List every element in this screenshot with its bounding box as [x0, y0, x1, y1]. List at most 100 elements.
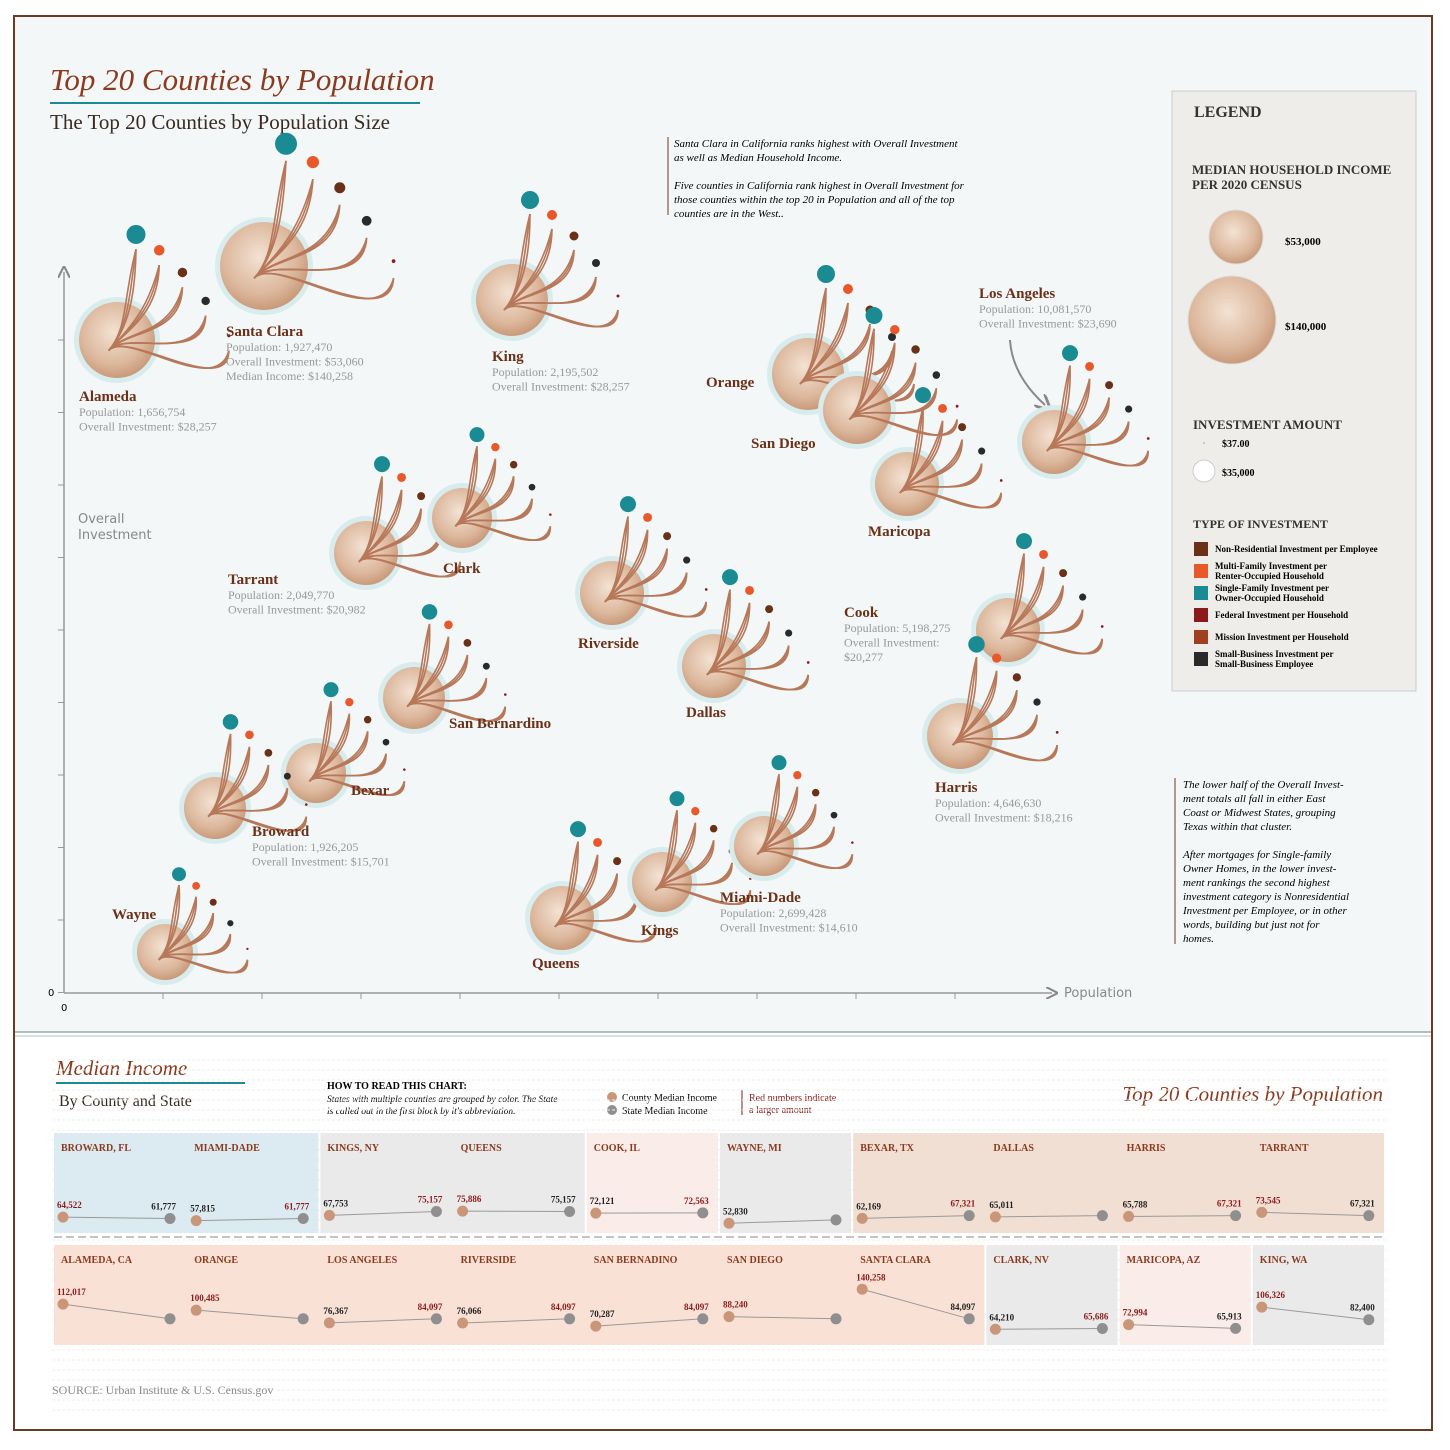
investment-dot: [1100, 625, 1104, 628]
place-name: QUEENS: [461, 1143, 503, 1154]
red-note: a larger amount: [749, 1105, 812, 1116]
county-dot: [856, 1212, 868, 1224]
county-detail: Overall Investment: $28,257: [492, 380, 630, 394]
investment-dot: [745, 586, 754, 595]
investment-dot: [890, 325, 900, 335]
county-detail: Overall Investment: $18,216: [935, 811, 1073, 825]
county-name: Bexar: [351, 783, 390, 799]
investment-dot: [126, 224, 146, 244]
county-detail: Population: 1,927,470: [226, 340, 332, 354]
investment-dot: [227, 334, 231, 338]
county-name: Los Angeles: [979, 286, 1055, 302]
fan-stroke: [454, 522, 552, 541]
fan-stroke: [253, 204, 341, 279]
state-label: 67,321: [1350, 1199, 1375, 1209]
county-name: Broward: [252, 824, 310, 840]
fan-stroke: [406, 678, 488, 708]
investment-dot: [704, 588, 708, 591]
slope-line: [728, 1316, 837, 1320]
note: as well as Median Household Income.: [674, 152, 842, 164]
investment-dot: [691, 807, 700, 816]
slope-line: [1261, 1306, 1369, 1321]
legend-value: $35,000: [1222, 468, 1255, 479]
investment-dot: [549, 513, 552, 516]
county-label: 70,287: [590, 1309, 615, 1319]
note: Coast or Midwest States, grouping: [1183, 807, 1336, 819]
investment-dot: [785, 629, 793, 637]
slope-line: [1128, 1215, 1236, 1217]
state-dot: [1363, 1314, 1375, 1326]
howto-title: HOW TO READ THIS CHART:: [327, 1081, 467, 1092]
county-glyph: [132, 867, 249, 985]
county-detail: Overall Investment: $14,610: [720, 921, 858, 935]
place-name: SANTA CLARA: [860, 1255, 931, 1266]
investment-dot: [663, 532, 672, 541]
county-name: Miami-Dade: [720, 890, 801, 906]
legend-heading: INVESTMENT AMOUNT: [1193, 417, 1342, 432]
county-glyph: [677, 569, 810, 703]
fan-stroke: [107, 287, 184, 352]
slope-line: [196, 1309, 304, 1320]
fan-stroke: [253, 272, 395, 300]
investment-dot: [593, 838, 602, 847]
investment-dot: [683, 556, 691, 564]
state-dot: [830, 1214, 842, 1226]
slope-line: [196, 1218, 304, 1222]
state-dot: [963, 1313, 975, 1325]
county-name: Riverside: [578, 636, 639, 652]
key-label: State Median Income: [622, 1106, 708, 1117]
investment-dot: [570, 821, 586, 838]
section-title-right: Top 20 Counties by Population: [1122, 1082, 1383, 1106]
investment-dot: [722, 569, 738, 586]
county-detail: Overall Investment: $28,257: [79, 420, 217, 434]
legend-label: Multi-Family Investment per: [1215, 561, 1327, 571]
legend-value: $53,000: [1285, 236, 1321, 248]
county-glyph: [215, 132, 396, 315]
county-dot: [1123, 1319, 1135, 1331]
note: words, building but just not for: [1183, 919, 1320, 931]
investment-dot: [245, 730, 254, 740]
investment-dot: [1105, 381, 1114, 390]
investment-dot: [1033, 698, 1041, 706]
investment-dot: [1039, 550, 1048, 559]
state-label: 84,097: [950, 1302, 975, 1312]
place-name: DALLAS: [993, 1143, 1034, 1154]
note: counties are in the West..: [674, 208, 784, 220]
legend-title: LEGEND: [1194, 104, 1262, 121]
county-name: Kings: [641, 923, 679, 939]
investment-dot: [222, 714, 239, 730]
county-dot: [323, 1209, 335, 1221]
group-band: [586, 1133, 718, 1233]
county-detail: Overall Investment: $53,060: [226, 355, 364, 369]
note: Texas within that cluster.: [1183, 821, 1292, 833]
x-axis-label: Population: [1064, 986, 1132, 1001]
fan-stroke: [554, 922, 658, 943]
state-label: 72,563: [684, 1196, 709, 1206]
note: Investment per Employee, or in other: [1182, 905, 1347, 917]
place-name: ORANGE: [194, 1255, 238, 1266]
section-subtitle: By County and State: [59, 1093, 192, 1110]
place-name: RIVERSIDE: [461, 1255, 517, 1266]
fan-stroke: [604, 572, 688, 603]
investment-dot: [421, 604, 438, 620]
county-glyph: [818, 307, 959, 449]
county-glyph: [179, 714, 308, 844]
county-glyph: [281, 682, 406, 808]
investment-dot: [992, 653, 1002, 663]
legend-label: Single-Family Investment per: [1215, 583, 1329, 593]
investment-dot: [246, 947, 249, 951]
legend-swatch: [1194, 652, 1208, 666]
key-label: County Median Income: [622, 1093, 718, 1104]
county-glyph: [1017, 345, 1150, 479]
county-label: 75,886: [457, 1194, 482, 1204]
legend-label: Federal Investment per Household: [1215, 610, 1348, 620]
investment-dot: [306, 156, 319, 169]
place-name: SAN DIEGO: [727, 1255, 783, 1266]
investment-dot: [932, 371, 941, 379]
county-label: 67,753: [323, 1198, 348, 1208]
legend-swatch: [1194, 586, 1208, 600]
investment-dot: [469, 427, 485, 443]
state-label: 82,400: [1350, 1303, 1375, 1313]
investment-dot: [709, 824, 718, 833]
place-name: WAYNE, MI: [727, 1143, 782, 1154]
